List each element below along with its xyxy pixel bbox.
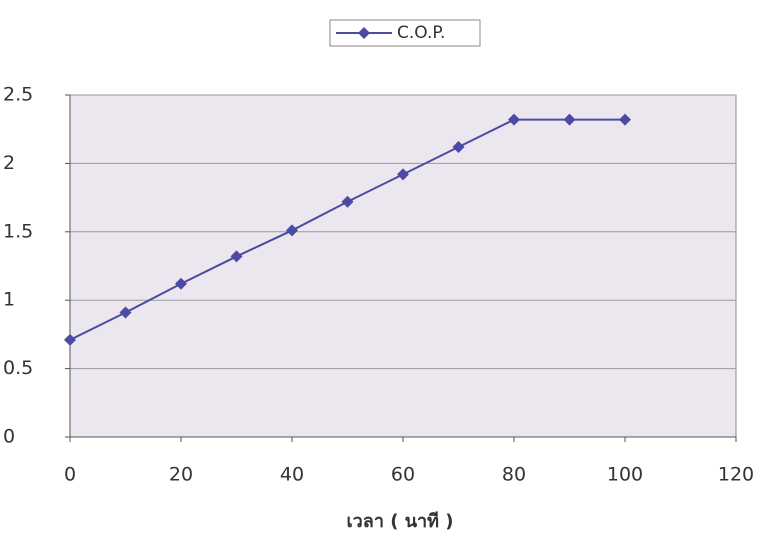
legend-label: C.O.P. (397, 23, 445, 43)
point (64, 333, 76, 346)
y-tick-label: 2 (3, 152, 15, 174)
point (619, 113, 631, 126)
point (175, 277, 187, 290)
point (452, 140, 465, 153)
plot-area (69, 94, 737, 438)
x-tick-label: 20 (169, 464, 193, 486)
x-tick-label: 120 (718, 464, 754, 486)
point (286, 224, 298, 237)
x-tick-label: 80 (502, 464, 526, 486)
x-tick-label: 40 (280, 464, 304, 486)
y-tick-label: 0.5 (3, 357, 33, 379)
y-tick-label: 1.5 (3, 220, 33, 242)
x-tick-label: 60 (391, 464, 415, 486)
point (230, 250, 243, 263)
y-tick-label: 2.5 (3, 84, 33, 106)
point (341, 195, 354, 208)
point (508, 113, 520, 126)
y-tick-label: 0 (3, 426, 15, 448)
x-tick-label: 0 (64, 464, 76, 486)
x-tick-label: 100 (607, 464, 643, 486)
point (563, 113, 576, 126)
point (119, 306, 132, 319)
y-tick-label: 1 (3, 289, 15, 311)
x-axis-label: เวลา ( นาที ) (347, 511, 454, 532)
point (397, 168, 409, 181)
legend: C.O.P. (329, 19, 481, 47)
legend-marker (358, 27, 370, 39)
